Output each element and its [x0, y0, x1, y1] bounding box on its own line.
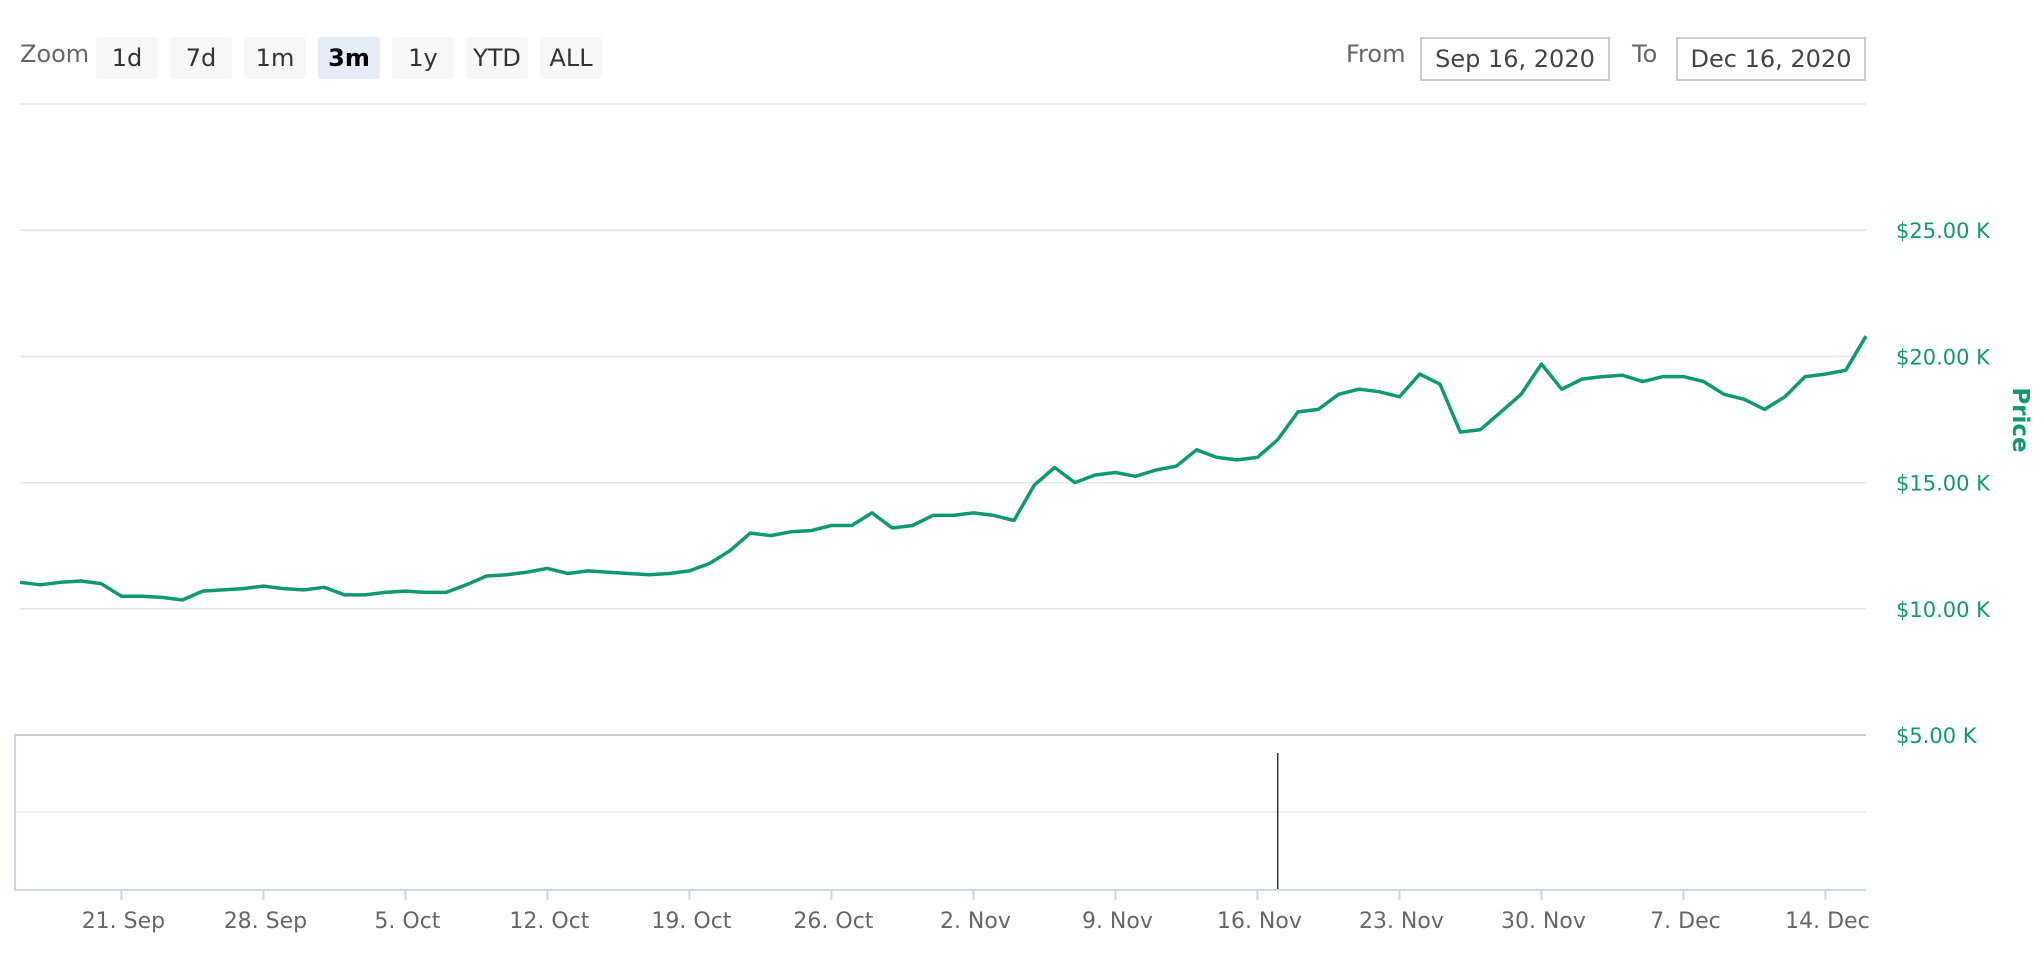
x-tick-label: 7. Dec: [1650, 909, 1721, 934]
x-tick-label: 26. Oct: [793, 909, 873, 934]
x-tick-label: 19. Oct: [651, 909, 731, 934]
y-tick-label: $5.00 K: [1896, 724, 1978, 748]
range-selector: Zoom 1d 7d 1m 3m 1y YTD ALL From Sep 16,…: [0, 0, 2042, 100]
zoom-1y-button[interactable]: 1y: [392, 37, 454, 79]
from-date-input[interactable]: Sep 16, 2020: [1420, 37, 1610, 81]
x-tick-label: 28. Sep: [224, 909, 307, 934]
x-tick-label: 23. Nov: [1359, 909, 1444, 934]
x-tick-label: 2. Nov: [940, 909, 1011, 934]
x-tick-label: 30. Nov: [1501, 909, 1586, 934]
zoom-all-button[interactable]: ALL: [540, 37, 602, 79]
from-label: From: [1346, 40, 1406, 68]
x-axis: 21. Sep 28. Sep 5. Oct 12. Oct 19. Oct 26. Oc…: [14, 889, 1870, 934]
price-series-line: [19, 335, 1868, 602]
x-tick-label: 21. Sep: [82, 909, 165, 934]
zoom-label: Zoom: [20, 40, 90, 68]
navigator-pane[interactable]: [14, 734, 1866, 890]
grid-lines: [20, 103, 1866, 736]
x-tick-label: 12. Oct: [509, 909, 589, 934]
zoom-7d-button[interactable]: 7d: [170, 37, 232, 79]
to-date-input[interactable]: Dec 16, 2020: [1676, 37, 1866, 81]
x-tick-label: 14. Dec: [1785, 909, 1870, 934]
y-axis-title: Price: [2007, 387, 2033, 452]
x-tick-label: 5. Oct: [374, 909, 440, 934]
y-tick-label: $20.00 K: [1896, 345, 1991, 369]
y-tick-label: $10.00 K: [1896, 598, 1991, 622]
y-tick-label: $15.00 K: [1896, 472, 1991, 496]
zoom-ytd-button[interactable]: YTD: [466, 37, 528, 79]
zoom-1d-button[interactable]: 1d: [96, 37, 158, 79]
zoom-1m-button[interactable]: 1m: [244, 37, 306, 79]
zoom-3m-button[interactable]: 3m: [318, 37, 380, 79]
x-tick-label: 9. Nov: [1082, 909, 1153, 934]
y-axis: $25.00 K $20.00 K $15.00 K $10.00 K $5.00 K: [1896, 219, 1991, 748]
x-tick-label: 16. Nov: [1217, 909, 1302, 934]
y-tick-label: $25.00 K: [1896, 219, 1991, 243]
to-label: To: [1632, 40, 1658, 68]
